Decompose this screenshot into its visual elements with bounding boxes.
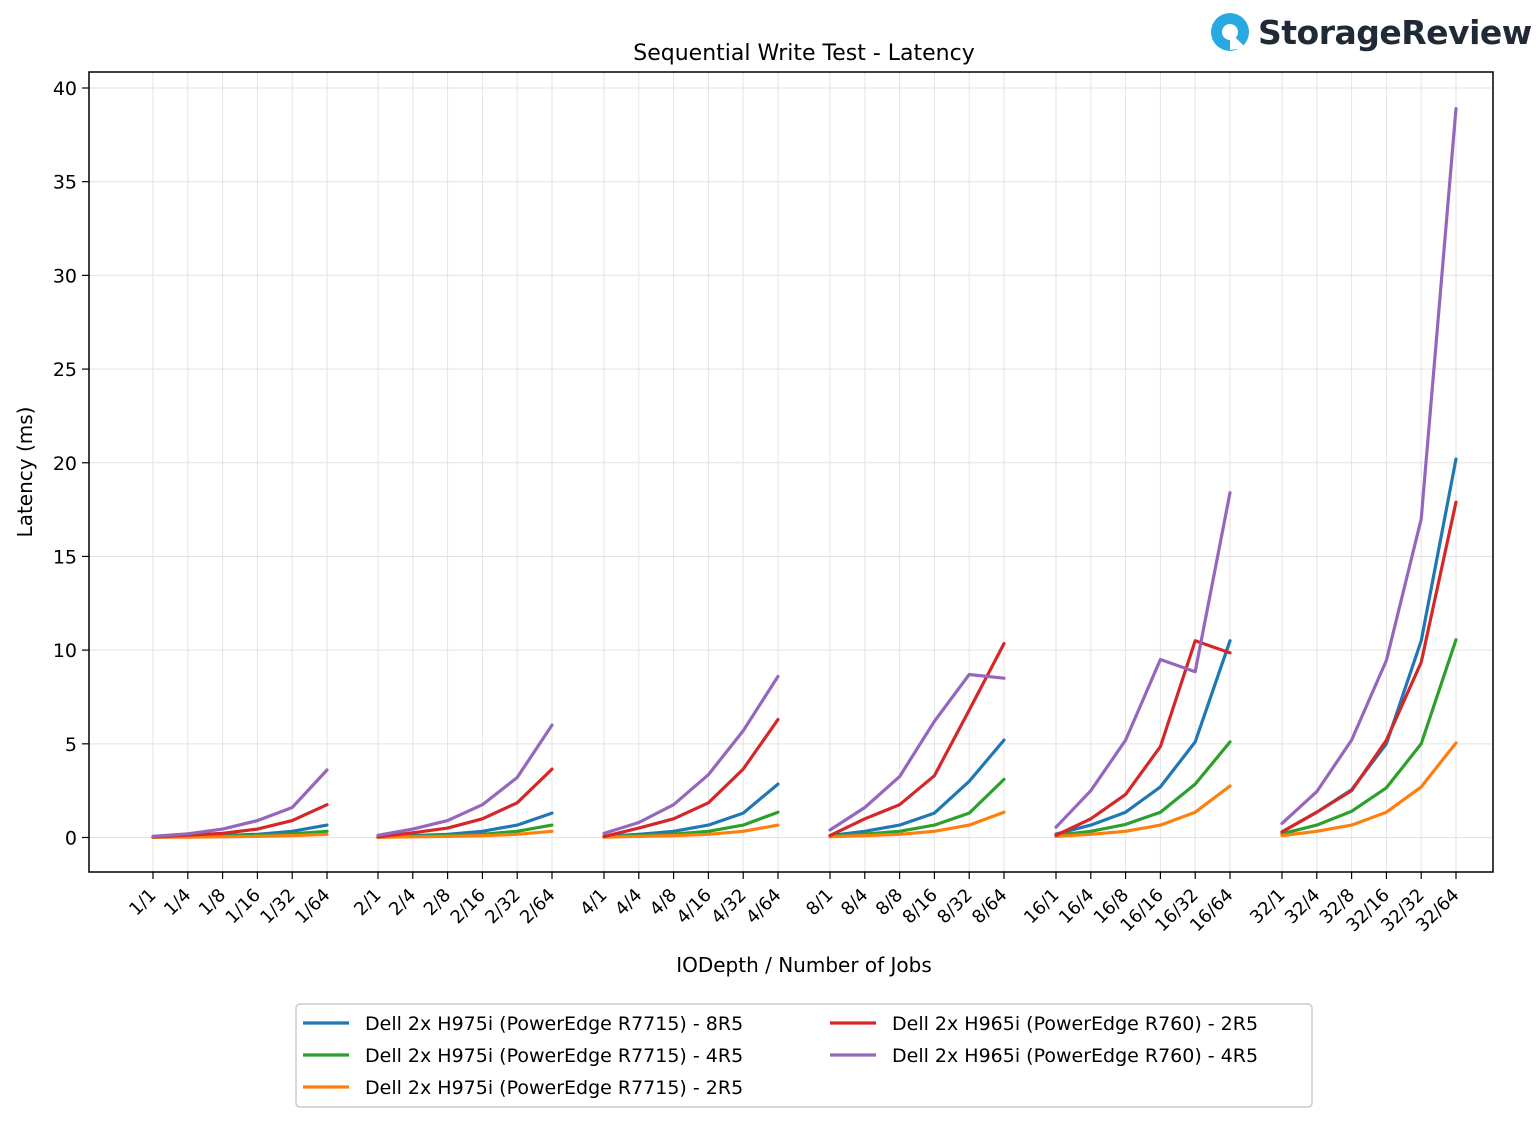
x-tick-label: 8/32 xyxy=(933,885,976,928)
legend-label: Dell 2x H975i (PowerEdge R7715) - 8R5 xyxy=(365,1013,743,1035)
x-tick-label: 4/16 xyxy=(673,885,716,928)
y-tick-label: 15 xyxy=(53,546,77,568)
grid xyxy=(89,72,1493,872)
x-tick-label: 2/64 xyxy=(516,885,559,928)
series-line xyxy=(828,672,1006,832)
y-axis: 0 5 10 15 20 25 30 35 40 xyxy=(53,78,89,850)
y-tick-label: 40 xyxy=(53,78,77,100)
x-tick-label: 2/32 xyxy=(481,885,524,928)
legend-label: Dell 2x H975i (PowerEdge R7715) - 2R5 xyxy=(365,1077,743,1099)
series-line xyxy=(602,674,780,836)
x-tick-label: 2/16 xyxy=(447,885,490,928)
x-tick-label: 8/16 xyxy=(899,885,942,928)
legend-box xyxy=(295,1003,1313,1108)
chart-title: Sequential Write Test - Latency xyxy=(633,41,975,66)
plot-area-frame xyxy=(88,71,1494,873)
series-line xyxy=(1054,740,1232,837)
x-tick-label: 8/1 xyxy=(802,885,837,920)
x-tick-label: 1/32 xyxy=(256,885,299,928)
legend-label: Dell 2x H975i (PowerEdge R7715) - 4R5 xyxy=(365,1045,743,1067)
y-tick-label: 35 xyxy=(53,172,77,194)
y-tick-label: 5 xyxy=(65,734,77,756)
x-tick-label: 8/4 xyxy=(837,885,872,920)
series-line xyxy=(602,717,780,839)
series-line xyxy=(1280,741,1458,838)
series-line xyxy=(1280,500,1458,834)
y-tick-label: 25 xyxy=(53,359,77,381)
x-tick-label: 32/1 xyxy=(1246,885,1289,928)
y-tick-label: 20 xyxy=(53,453,77,475)
x-tick-label: 1/1 xyxy=(125,885,160,920)
x-tick-label: 4/4 xyxy=(611,885,646,920)
y-tick-label: 10 xyxy=(53,640,77,662)
series-line xyxy=(1280,106,1458,826)
series-line xyxy=(376,767,554,839)
series-line xyxy=(1054,491,1232,829)
x-tick-label: 4/32 xyxy=(707,885,750,928)
series-line xyxy=(151,832,329,839)
legend-label: Dell 2x H965i (PowerEdge R760) - 4R5 xyxy=(892,1045,1258,1067)
x-tick-label: 1/4 xyxy=(160,885,195,920)
x-axis-label: IODepth / Number of Jobs xyxy=(676,953,932,977)
series-line xyxy=(828,641,1006,838)
series-line xyxy=(151,768,329,839)
series-line xyxy=(1280,638,1458,836)
storagereview-logo-icon xyxy=(1211,13,1249,51)
legend: Dell 2x H975i (PowerEdge R7715) - 8R5 Del… xyxy=(295,1003,1313,1108)
y-tick-label: 30 xyxy=(53,265,77,287)
x-tick-label: 4/1 xyxy=(576,885,611,920)
y-tick-label: 0 xyxy=(65,828,77,850)
x-tick-label: 2/4 xyxy=(385,885,420,920)
legend-label: Dell 2x H965i (PowerEdge R760) - 2R5 xyxy=(892,1013,1258,1035)
series-line xyxy=(1054,784,1232,839)
x-tick-label: 1/16 xyxy=(222,885,265,928)
x-tick-label: 16/1 xyxy=(1020,885,1063,928)
y-axis-label: Latency (ms) xyxy=(13,407,37,538)
series-line xyxy=(828,777,1006,838)
brand-logo: StorageReview xyxy=(1210,12,1532,52)
brand-name: StorageReview xyxy=(1258,12,1532,52)
series-line xyxy=(376,829,554,839)
x-tick-label: 8/64 xyxy=(968,885,1011,928)
series-line xyxy=(828,810,1006,839)
x-tick-label: 16/4 xyxy=(1055,885,1098,928)
series-line xyxy=(1054,639,1232,836)
series-line xyxy=(828,738,1006,838)
x-tick-label: 1/64 xyxy=(291,885,334,928)
series-line xyxy=(376,723,554,837)
x-tick-label: 2/1 xyxy=(350,885,385,920)
x-tick-label: 32/4 xyxy=(1281,885,1324,928)
x-tick-label: 4/64 xyxy=(742,885,785,928)
x-axis: 1/1 1/4 1/81/161/321/64 2/1 2/4 2/82/162/322/… xyxy=(125,872,1464,936)
series-lines xyxy=(151,106,1458,839)
series-line xyxy=(602,823,780,839)
